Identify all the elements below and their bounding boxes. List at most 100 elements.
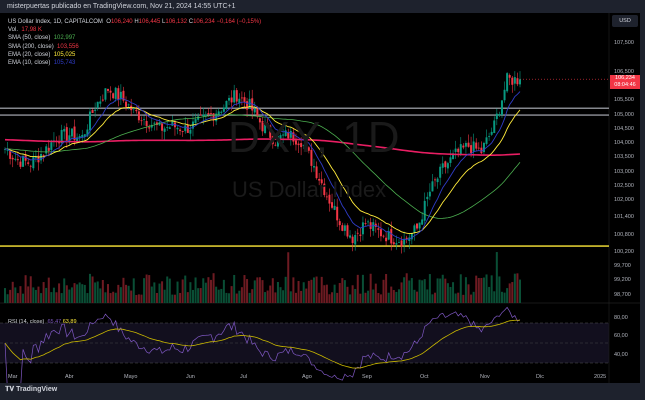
volume-bar	[119, 287, 122, 303]
volume-bar	[441, 274, 444, 303]
candle-body	[212, 113, 215, 120]
volume-bar	[55, 292, 58, 303]
volume-bar	[238, 290, 241, 303]
candle-body	[248, 98, 251, 109]
volume-line[interactable]: Vol. 17,98 K	[8, 26, 261, 34]
candle-body	[258, 118, 261, 123]
volume-bar	[73, 283, 76, 303]
volume-bar	[222, 279, 225, 303]
chart-legend: US Dollar Index, 1D, CAPITALCOM O106,240…	[8, 18, 261, 67]
price-tick: 104,500	[614, 125, 634, 132]
candle-body	[220, 111, 223, 113]
candle-body	[32, 156, 35, 169]
candle-body	[29, 165, 32, 167]
candle-body	[369, 222, 372, 229]
volume-bar	[199, 288, 202, 303]
volume-bar	[513, 273, 516, 303]
volume-bar	[369, 273, 372, 303]
candle-body	[333, 205, 336, 210]
candle-body	[331, 202, 334, 208]
indicator-legend-3[interactable]: EMA (10, close) 105,743	[8, 59, 261, 67]
time-tick: Mar	[8, 374, 18, 380]
symbol-name[interactable]: US Dollar Index, 1D, CAPITALCOM	[8, 19, 103, 25]
candle-body	[189, 129, 192, 134]
candle-body	[346, 225, 349, 237]
volume-bar	[279, 287, 282, 303]
close-value: 106,234	[193, 19, 215, 25]
time-tick: Sep	[362, 374, 372, 380]
volume-bar	[19, 286, 22, 303]
candle-body	[395, 243, 398, 245]
tradingview-logo[interactable]: 𝐓𝐕 TradingView	[5, 386, 58, 393]
candle-body	[271, 136, 274, 145]
volume-bar	[349, 294, 352, 303]
volume-bar	[410, 278, 413, 303]
candle-body	[6, 150, 9, 152]
candle-body	[125, 101, 128, 107]
candle-body	[313, 166, 315, 168]
price-tick: 102,000	[614, 197, 634, 204]
indicator-legend-0[interactable]: SMA (50, close) 102,997	[8, 34, 261, 42]
vol-value: 17,98 K	[21, 27, 43, 34]
volume-bar	[163, 289, 166, 303]
candle-body	[58, 142, 61, 144]
volume-bar	[390, 286, 393, 303]
rsi-value: 65,47	[47, 319, 62, 325]
candle-body	[493, 120, 496, 134]
volume-bar	[493, 291, 496, 303]
candle-body	[225, 100, 228, 109]
volume-bar	[96, 281, 99, 303]
volume-bar	[459, 274, 462, 303]
candle-body	[168, 127, 171, 129]
publish-header: misterpuertas publicado en TradingView.c…	[7, 3, 236, 10]
volume-bar	[114, 292, 117, 303]
candle-body	[202, 114, 205, 117]
volume-bar	[467, 284, 470, 303]
volume-bar	[83, 284, 86, 303]
indicator-legend-1[interactable]: SMA (200, close) 103,556	[8, 43, 261, 51]
indicator-legend-2[interactable]: EMA (20, close) 105,025	[8, 51, 261, 59]
candle-body	[238, 98, 241, 104]
chart-frame[interactable]: US Dollar Index, 1D, CAPITALCOM O106,240…	[0, 13, 640, 383]
candle-body	[99, 101, 102, 104]
price-tick: 103,000	[614, 168, 634, 175]
volume-bar	[225, 292, 228, 303]
candle-body	[153, 122, 156, 124]
indicator-label: SMA (200, close)	[8, 43, 54, 50]
candle-body	[119, 91, 122, 100]
volume-bar	[261, 280, 264, 303]
candle-body	[379, 229, 382, 237]
candle-body	[81, 134, 84, 138]
volume-bar	[416, 291, 418, 303]
candle-body	[19, 161, 22, 167]
candle-body	[385, 237, 388, 242]
candle-body	[83, 134, 86, 137]
candle-body	[109, 90, 112, 93]
time-tick: Jun	[186, 374, 195, 380]
price-tick: 100,200	[614, 248, 634, 255]
candle-body	[336, 206, 339, 221]
price-tick: 99,200	[614, 277, 631, 284]
volume-bar	[356, 274, 359, 303]
candle-body	[246, 101, 249, 110]
volume-bar	[341, 278, 344, 303]
price-chart[interactable]	[0, 13, 640, 383]
candle-body	[382, 235, 385, 237]
volume-bar	[246, 279, 249, 303]
volume-bar	[173, 294, 176, 303]
volume-bar	[122, 277, 125, 303]
candle-body	[423, 200, 426, 221]
volume-bar	[434, 292, 437, 303]
volume-bar	[395, 291, 398, 303]
candle-body	[217, 111, 220, 116]
volume-bar	[351, 285, 354, 303]
candle-body	[287, 132, 290, 139]
time-tick: Jul	[240, 374, 248, 380]
currency-button[interactable]: USD	[612, 15, 638, 27]
candle-body	[194, 119, 197, 123]
candle-body	[418, 222, 421, 229]
time-tick: Oct	[420, 374, 429, 380]
volume-bar	[328, 294, 331, 303]
candle-body	[464, 142, 467, 147]
rsi-legend[interactable]: RSI (14, close) 65,47 63,89	[8, 319, 77, 325]
